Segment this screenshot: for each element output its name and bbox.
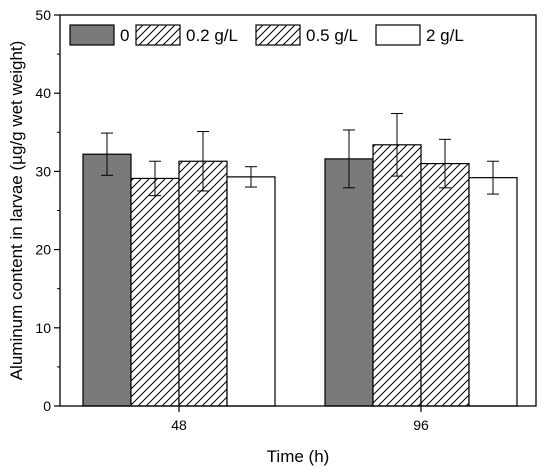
legend-swatch xyxy=(375,24,421,46)
legend-swatch xyxy=(135,24,181,46)
y-axis-title: Aluminum content in larvae (µg/g wet wei… xyxy=(7,41,26,381)
legend-label: 0.5 g/L xyxy=(306,26,358,45)
bar xyxy=(226,176,276,407)
legend-label: 0.2 g/L xyxy=(186,26,238,45)
legend: 0 0.2 g/L 0.5 g/L 2 g/L xyxy=(69,24,464,46)
bar xyxy=(130,177,180,407)
x-tick-label: 48 xyxy=(171,417,187,433)
bar xyxy=(420,162,470,407)
bar xyxy=(324,158,374,407)
bar xyxy=(178,160,228,407)
bar xyxy=(372,144,422,407)
y-tick-label: 10 xyxy=(35,320,51,336)
y-tick-label: 20 xyxy=(35,242,51,258)
x-axis: 48 96 xyxy=(171,406,429,433)
x-axis-title: Time (h) xyxy=(267,447,330,466)
bar xyxy=(468,177,518,407)
y-tick-label: 40 xyxy=(35,85,51,101)
legend-swatch xyxy=(69,24,115,46)
y-axis: 0 10 20 30 40 50 xyxy=(35,7,60,414)
legend-label: 0 xyxy=(120,26,129,45)
bar xyxy=(82,153,132,407)
y-tick-label: 50 xyxy=(35,7,51,23)
y-tick-label: 0 xyxy=(43,398,51,414)
legend-swatch xyxy=(255,24,301,46)
x-tick-label: 96 xyxy=(413,417,429,433)
y-tick-label: 30 xyxy=(35,163,51,179)
error-bars-group xyxy=(101,113,499,197)
bars-group xyxy=(82,144,518,407)
legend-label: 2 g/L xyxy=(426,26,464,45)
